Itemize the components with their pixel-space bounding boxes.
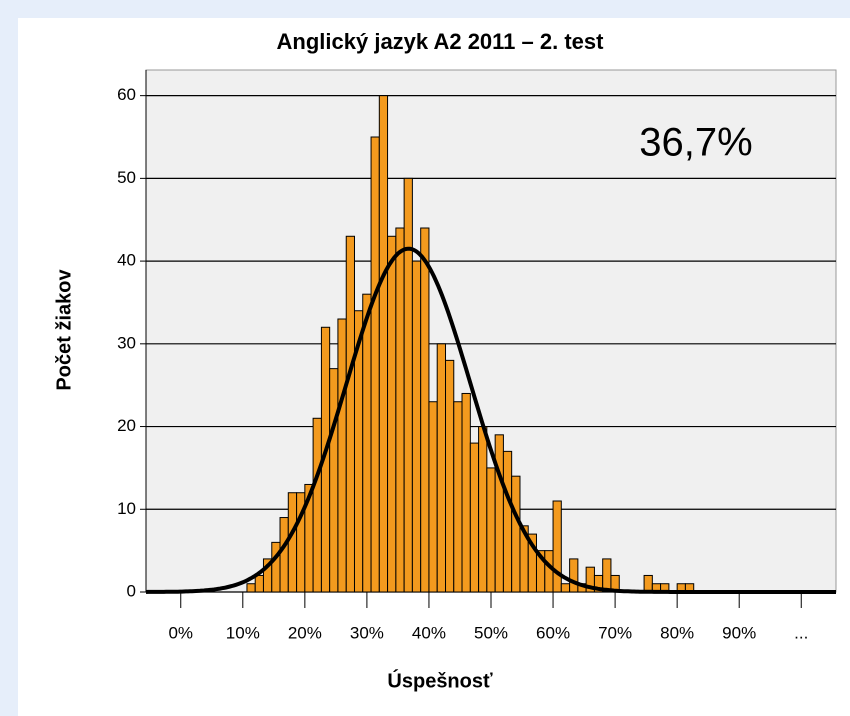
- x-tick-label: 40%: [412, 623, 446, 642]
- x-tick-label: 70%: [598, 623, 632, 642]
- x-tick-label: 60%: [536, 623, 570, 642]
- x-tick-label: 90%: [722, 623, 756, 642]
- bar: [478, 426, 488, 593]
- bar: [602, 558, 612, 593]
- bar: [420, 227, 430, 593]
- bar: [486, 467, 496, 593]
- y-axis-label: Počet žiakov: [53, 269, 75, 391]
- bar: [494, 434, 504, 593]
- bar: [345, 235, 355, 593]
- bar: [254, 574, 264, 593]
- bar: [403, 177, 413, 593]
- chart-title: Anglický jazyk A2 2011 – 2. test: [277, 29, 605, 54]
- bar: [569, 558, 579, 593]
- bar: [329, 368, 339, 593]
- x-tick-label: 50%: [474, 623, 508, 642]
- x-axis-label: Úspešnosť: [387, 668, 493, 692]
- bar: [469, 442, 480, 593]
- bar: [436, 343, 447, 593]
- annotation: 36,7%: [639, 121, 752, 165]
- bar: [411, 260, 422, 593]
- bar: [552, 500, 562, 593]
- bar: [560, 583, 571, 593]
- x-tick-label: ...: [794, 623, 808, 642]
- bar: [312, 417, 322, 593]
- bar: [395, 227, 405, 593]
- bar: [362, 293, 372, 593]
- bar: [370, 136, 380, 593]
- bar: [387, 235, 397, 593]
- bar: [246, 583, 256, 593]
- bar: [643, 574, 653, 593]
- y-tick-label: 20: [117, 416, 136, 435]
- bar: [453, 401, 463, 593]
- bar: [544, 550, 554, 593]
- bar: [287, 492, 298, 593]
- bar: [445, 359, 455, 593]
- bar: [461, 392, 471, 593]
- x-tick-label: 80%: [660, 623, 694, 642]
- bar: [502, 450, 513, 593]
- y-tick-label: 30: [117, 333, 136, 352]
- bar: [511, 475, 521, 593]
- y-tick-label: 50: [117, 168, 136, 187]
- bar: [378, 95, 389, 593]
- bar: [337, 318, 347, 593]
- x-tick-label: 10%: [226, 623, 260, 642]
- y-tick-label: 40: [117, 251, 136, 270]
- y-tick-label: 0: [127, 581, 136, 600]
- y-tick-label: 60: [117, 85, 136, 104]
- bar: [271, 541, 281, 593]
- x-tick-label: 0%: [168, 623, 193, 642]
- bar: [279, 517, 289, 593]
- x-tick-label: 30%: [350, 623, 384, 642]
- x-tick-label: 20%: [288, 623, 322, 642]
- y-tick-label: 10: [117, 499, 136, 518]
- bar: [428, 401, 438, 593]
